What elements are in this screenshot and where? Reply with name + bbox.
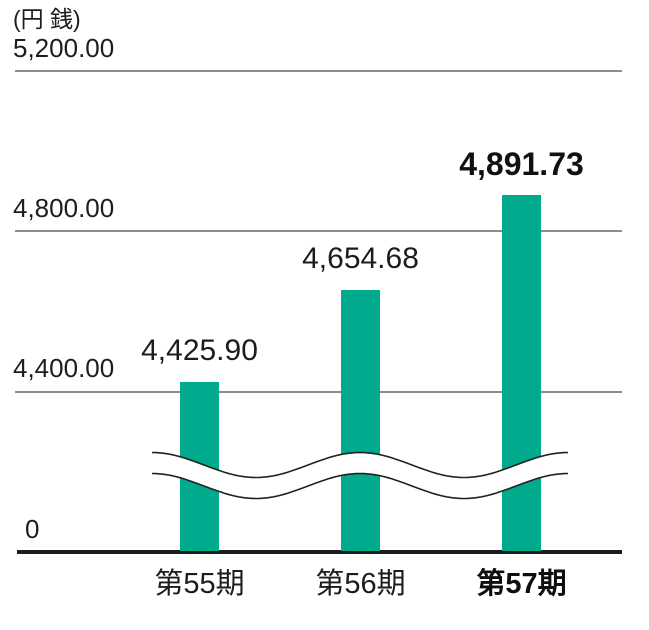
value-label-period-57: 4,891.73 xyxy=(459,146,584,182)
bar-period-55 xyxy=(180,382,219,551)
x-axis-line xyxy=(17,550,622,554)
category-label-period-57: 第57期 xyxy=(476,568,567,600)
value-label-period-56: 4,654.68 xyxy=(302,242,419,275)
ytick-5200: 5,200.00 xyxy=(13,33,115,63)
ytick-4800: 4,800.00 xyxy=(13,193,115,223)
gridline-4800 xyxy=(15,230,622,232)
bar-period-57 xyxy=(502,195,541,551)
ytick-0: 0 xyxy=(25,514,40,544)
category-label-period-56: 第56期 xyxy=(315,568,406,600)
value-label-period-55: 4,425.90 xyxy=(141,334,258,367)
gridline-5200 xyxy=(15,70,622,72)
category-label-period-55: 第55期 xyxy=(154,568,245,600)
unit-label: (円 銭) xyxy=(13,6,81,32)
bar-period-56 xyxy=(341,290,380,551)
ytick-4400: 4,400.00 xyxy=(13,353,115,383)
gridline-4400 xyxy=(15,391,622,393)
